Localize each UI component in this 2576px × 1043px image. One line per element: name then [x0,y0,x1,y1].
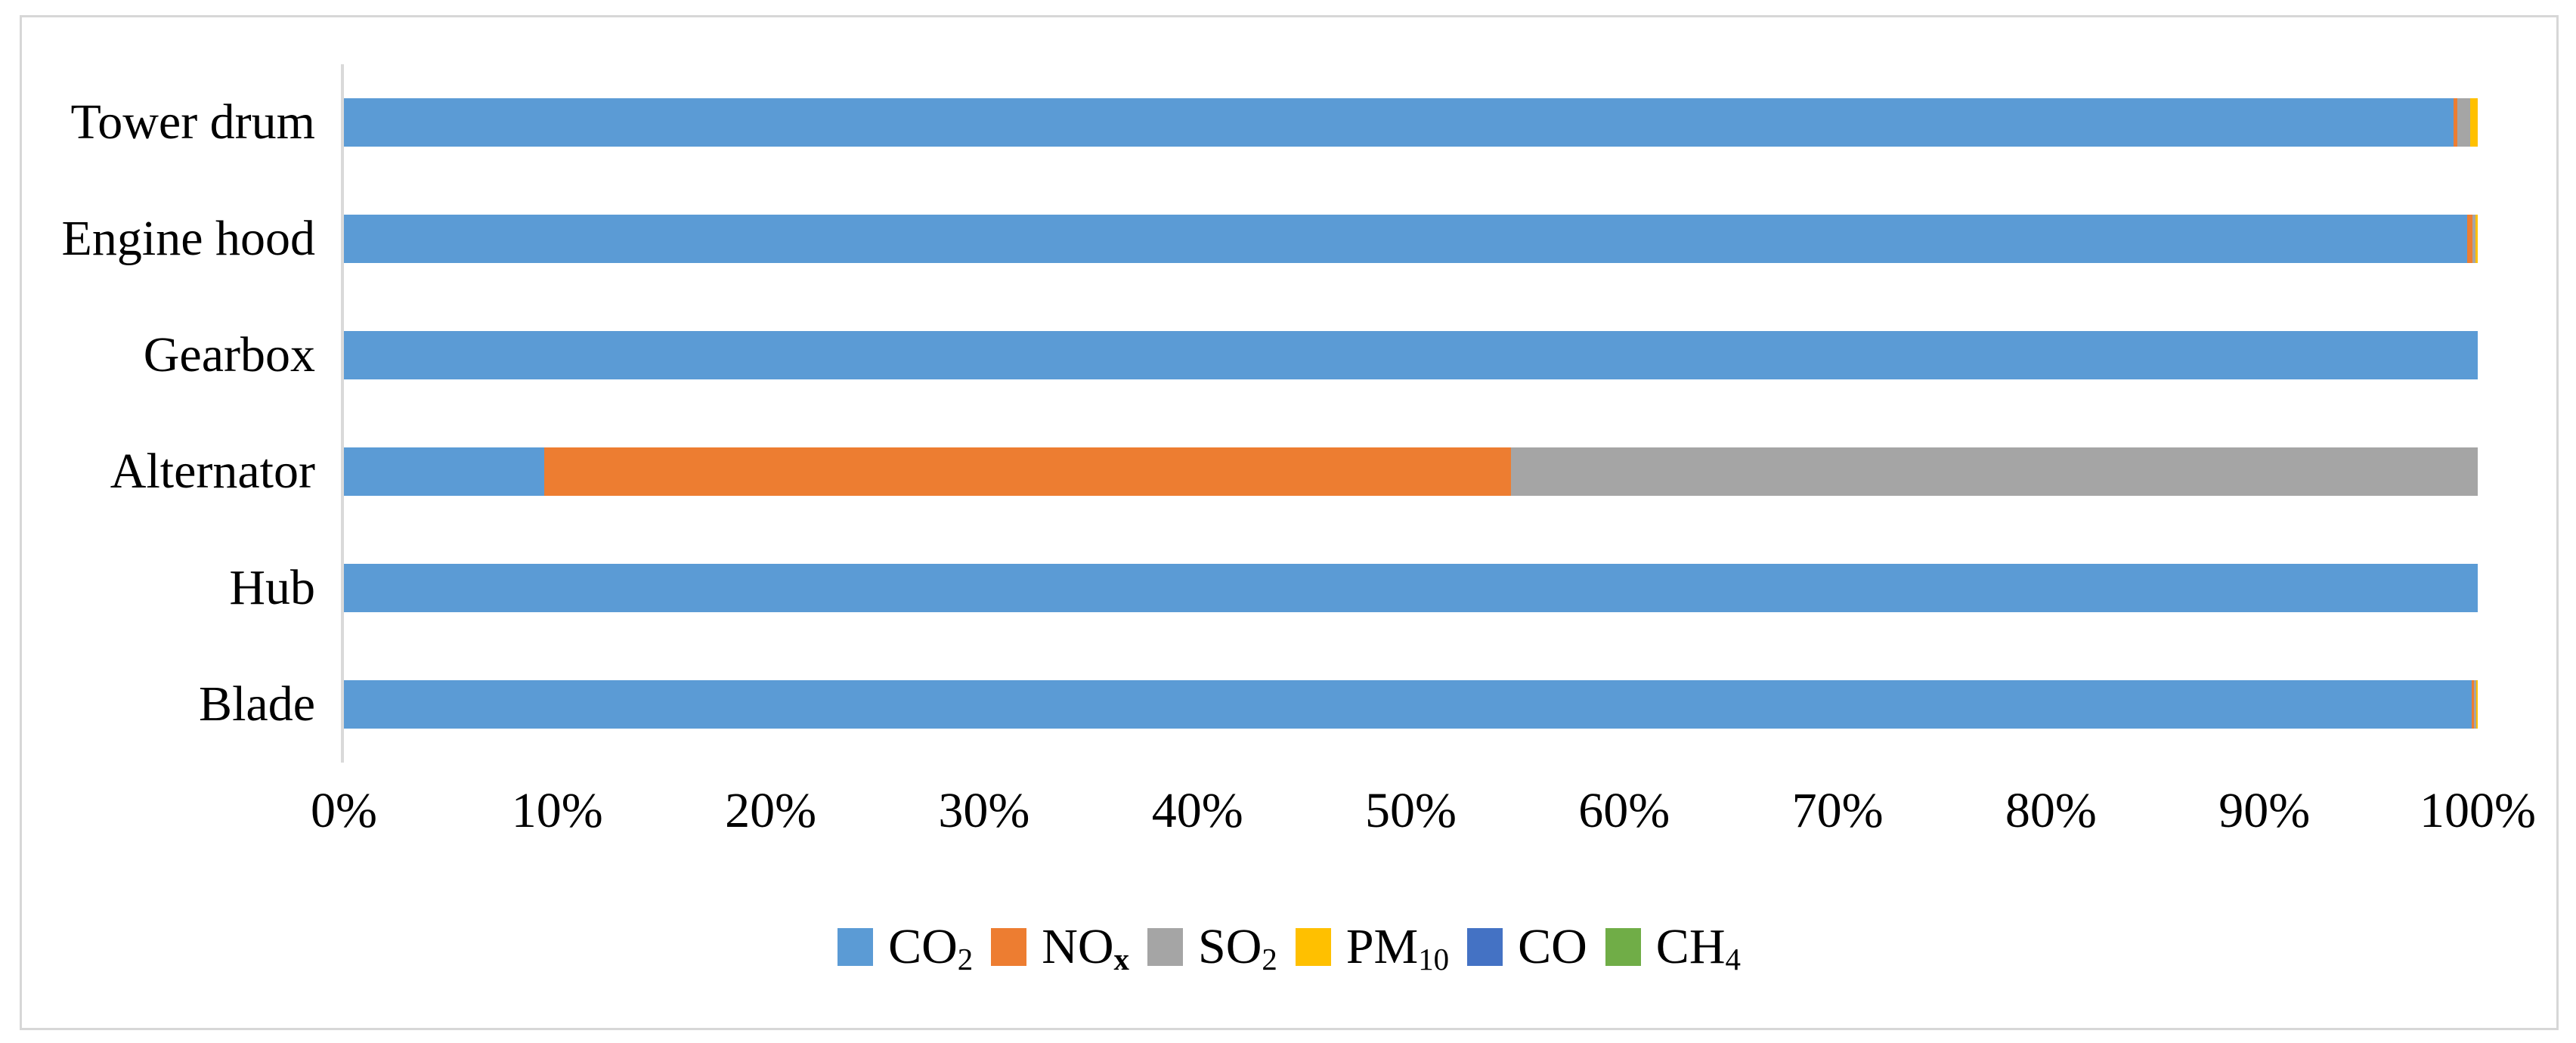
x-tick-label-80: 80% [2005,783,2097,838]
x-tick-label-90: 90% [2218,783,2311,838]
legend: CO2 NOx SO2 PM10 CO CH4 [22,919,2556,976]
legend-item-co: CO [1467,922,1587,972]
bar-segment-pm10 [2475,215,2478,263]
x-tick-label-10: 10% [511,783,603,838]
bar-segment-so2 [2457,98,2471,147]
category-label-blade: Blade [199,676,315,732]
bar-hub [344,564,2478,612]
bar-segment-nox [2453,98,2458,147]
x-tick-label-30: 30% [938,783,1030,838]
x-tick-label-100: 100% [2420,783,2536,838]
x-tick-label-20: 20% [725,783,817,838]
bar-segment-co2 [344,331,2478,379]
legend-item-ch4: CH4 [1605,919,1741,976]
bar-tower-drum [344,98,2478,147]
legend-swatch-co [1467,928,1503,966]
category-label-hub: Hub [229,560,315,615]
legend-swatch-so2 [1147,928,1183,966]
bar-gearbox [344,331,2478,379]
legend-item-nox: NOx [991,919,1129,976]
legend-label-pm10: PM10 [1345,919,1450,976]
bar-segment-nox [2466,215,2472,263]
legend-label-ch4: CH4 [1655,919,1741,976]
legend-item-pm10: PM10 [1295,919,1450,976]
bar-segment-co2 [344,447,545,496]
legend-swatch-co2 [838,928,874,966]
bar-alternator [344,447,2478,496]
legend-item-co2: CO2 [838,919,974,976]
legend-label-co2: CO2 [888,919,974,976]
bar-segment-co2 [344,680,2472,729]
bar-segment-so2 [2472,215,2476,263]
category-label-gearbox: Gearbox [143,327,315,382]
bar-segment-so2 [2474,680,2476,729]
bar-segment-co2 [344,564,2478,612]
bar-segment-co2 [344,98,2454,147]
bar-segment-pm10 [2470,98,2478,147]
x-tick-label-60: 60% [1578,783,1670,838]
x-tick-label-40: 40% [1151,783,1243,838]
category-label-engine-hood: Engine hood [61,211,315,266]
x-axis: 0% 10% 20% 30% 40% 50% 60% 70% 80% 90% 100% [22,17,2556,1028]
x-tick-label-50: 50% [1365,783,1457,838]
legend-swatch-nox [991,928,1027,966]
plot-area [344,64,2478,763]
category-label-alternator: Alternator [110,444,315,499]
y-axis-line [341,64,344,763]
bar-segment-so2 [1511,447,2478,496]
bar-segment-pm10 [2475,680,2478,729]
legend-swatch-pm10 [1295,928,1331,966]
legend-label-so2: SO2 [1197,919,1277,976]
legend-label-nox: NOx [1042,919,1129,976]
category-axis: Tower drum Engine hood Gearbox Alternator Hu… [22,64,315,763]
chart-border-frame: Tower drum Engine hood Gearbox Alternator Hu… [20,15,2559,1030]
x-tick-label-70: 70% [1791,783,1884,838]
bar-engine-hood [344,215,2478,263]
legend-swatch-ch4 [1605,928,1641,966]
legend-item-so2: SO2 [1147,919,1277,976]
bar-segment-nox [544,447,1512,496]
legend-label-co: CO [1518,919,1587,974]
bar-segment-co2 [344,215,2467,263]
category-label-tower-drum: Tower drum [70,94,315,150]
bar-blade [344,680,2478,729]
x-tick-label-0: 0% [311,783,377,838]
bar-segment-nox [2471,680,2475,729]
